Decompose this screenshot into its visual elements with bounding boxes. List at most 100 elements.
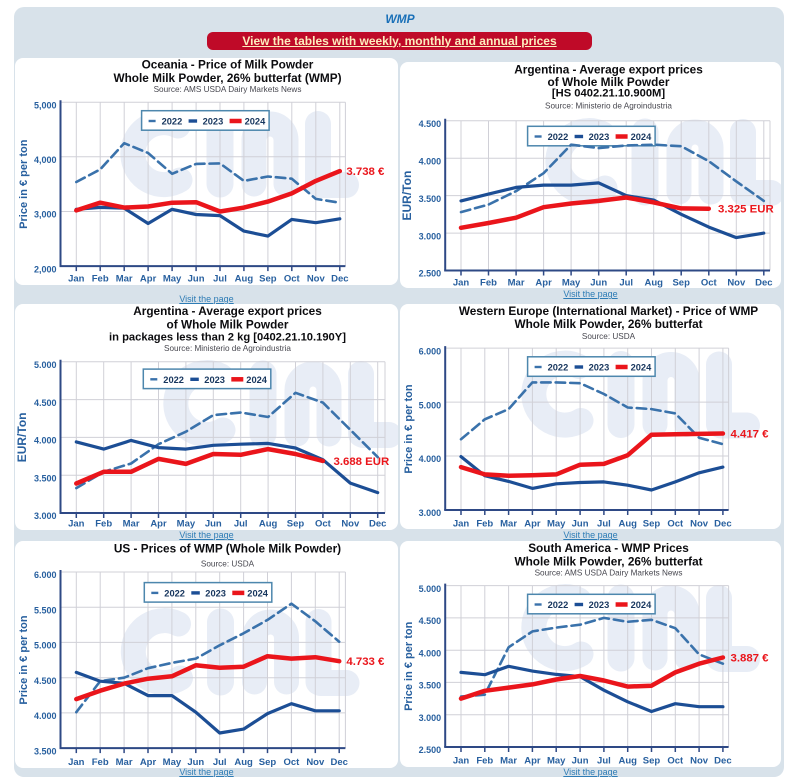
svg-text:Mar: Mar xyxy=(500,756,517,767)
svg-text:6.000: 6.000 xyxy=(419,346,442,356)
svg-text:3.738 €: 3.738 € xyxy=(346,166,385,178)
svg-text:Argentina - Average export pri: Argentina - Average export prices xyxy=(133,304,322,318)
svg-text:Jan: Jan xyxy=(68,756,85,767)
svg-text:South America - WMP Prices: South America - WMP Prices xyxy=(528,541,689,555)
svg-text:Price in € per ton: Price in € per ton xyxy=(18,615,30,705)
svg-text:Sep: Sep xyxy=(259,756,277,767)
svg-text:Nov: Nov xyxy=(690,756,709,767)
svg-text:2022: 2022 xyxy=(162,117,183,127)
svg-text:May: May xyxy=(547,756,566,767)
svg-text:Source: AMS USDA Dairy Markets: Source: AMS USDA Dairy Markets News xyxy=(535,569,683,578)
svg-text:Apr: Apr xyxy=(524,756,541,767)
svg-text:3.500: 3.500 xyxy=(419,194,442,204)
svg-text:3.500: 3.500 xyxy=(419,681,442,691)
svg-text:Jun: Jun xyxy=(205,518,222,529)
svg-text:Dec: Dec xyxy=(369,518,386,529)
svg-text:May: May xyxy=(562,278,581,289)
svg-text:4.500: 4.500 xyxy=(34,675,57,685)
svg-text:3.688 EUR: 3.688 EUR xyxy=(334,456,390,468)
svg-text:2023: 2023 xyxy=(589,132,610,142)
svg-text:Sep: Sep xyxy=(259,274,277,285)
svg-text:[HS 0402.21.10.900M]: [HS 0402.21.10.900M] xyxy=(552,88,665,100)
svg-text:May: May xyxy=(163,756,182,767)
svg-text:Jul: Jul xyxy=(213,756,227,767)
svg-text:4.500: 4.500 xyxy=(419,616,442,626)
svg-text:Feb: Feb xyxy=(92,274,109,285)
svg-text:Nov: Nov xyxy=(306,756,325,767)
svg-text:Oct: Oct xyxy=(283,756,300,767)
svg-text:Mar: Mar xyxy=(116,274,133,285)
svg-text:May: May xyxy=(547,518,566,529)
svg-text:Jun: Jun xyxy=(187,756,204,767)
svg-text:Jan: Jan xyxy=(453,518,470,529)
svg-text:4.500: 4.500 xyxy=(419,119,442,129)
svg-text:3.500: 3.500 xyxy=(34,473,57,483)
svg-text:May: May xyxy=(177,518,196,529)
svg-text:Mar: Mar xyxy=(123,518,140,529)
svg-text:Jul: Jul xyxy=(213,274,227,285)
svg-text:Aug: Aug xyxy=(234,756,253,767)
svg-text:3.325 EUR: 3.325 EUR xyxy=(718,204,774,216)
svg-text:Oct: Oct xyxy=(315,518,332,529)
svg-text:Feb: Feb xyxy=(476,756,493,767)
svg-text:2024: 2024 xyxy=(631,132,653,142)
svg-text:2.500: 2.500 xyxy=(419,269,442,279)
svg-text:5.000: 5.000 xyxy=(419,400,442,410)
svg-text:Sep: Sep xyxy=(643,518,661,529)
svg-text:2023: 2023 xyxy=(205,588,226,598)
svg-text:Oct: Oct xyxy=(667,756,684,767)
svg-text:4.500: 4.500 xyxy=(34,397,57,407)
svg-text:2023: 2023 xyxy=(204,374,225,384)
svg-text:Sep: Sep xyxy=(287,518,305,529)
svg-text:Nov: Nov xyxy=(690,518,709,529)
svg-text:Jan: Jan xyxy=(453,756,470,767)
svg-text:Mar: Mar xyxy=(508,278,525,289)
svg-text:Apr: Apr xyxy=(140,756,157,767)
svg-text:Aug: Aug xyxy=(235,274,254,285)
svg-text:5.000: 5.000 xyxy=(34,360,57,370)
svg-text:Source: USDA: Source: USDA xyxy=(201,559,255,568)
svg-text:Aug: Aug xyxy=(618,518,637,529)
svg-text:Jun: Jun xyxy=(188,274,205,285)
svg-text:3.500: 3.500 xyxy=(34,746,57,756)
svg-text:Apr: Apr xyxy=(535,278,552,289)
svg-text:of Whole Milk Powder: of Whole Milk Powder xyxy=(167,317,289,331)
svg-text:Dec: Dec xyxy=(714,756,731,767)
svg-text:3.000: 3.000 xyxy=(419,508,442,518)
svg-text:Jul: Jul xyxy=(597,518,611,529)
svg-text:in packages less than 2 kg [04: in packages less than 2 kg [0402.21.10.1… xyxy=(109,331,346,343)
svg-text:Sep: Sep xyxy=(672,278,690,289)
svg-text:2022: 2022 xyxy=(548,600,569,610)
svg-text:2023: 2023 xyxy=(203,117,224,127)
svg-text:4.000: 4.000 xyxy=(419,648,442,658)
svg-text:3,000: 3,000 xyxy=(34,210,57,220)
svg-text:Feb: Feb xyxy=(476,518,493,529)
svg-text:Source: Ministerio de Agroindu: Source: Ministerio de Agroindustria xyxy=(545,102,672,111)
svg-text:Price in € per ton: Price in € per ton xyxy=(403,621,415,711)
svg-text:Aug: Aug xyxy=(644,278,663,289)
svg-text:Oceania - Price of Milk Powder: Oceania - Price of Milk Powder xyxy=(142,58,314,71)
svg-text:6.000: 6.000 xyxy=(34,570,57,580)
svg-text:Apr: Apr xyxy=(524,518,541,529)
svg-text:Price in € per ton: Price in € per ton xyxy=(403,384,415,474)
svg-text:Nov: Nov xyxy=(727,278,746,289)
svg-text:2.500: 2.500 xyxy=(419,745,442,755)
svg-text:5.000: 5.000 xyxy=(34,640,57,650)
svg-text:Jul: Jul xyxy=(619,278,633,289)
svg-text:Western Europe (International: Western Europe (International Market) - … xyxy=(459,304,758,318)
svg-text:3.000: 3.000 xyxy=(34,511,57,521)
svg-text:4.000: 4.000 xyxy=(419,454,442,464)
svg-text:Whole Milk Powder, 26% butterf: Whole Milk Powder, 26% butterfat (WMP) xyxy=(113,71,341,85)
svg-text:Mar: Mar xyxy=(116,756,133,767)
svg-text:May: May xyxy=(163,274,182,285)
svg-text:2022: 2022 xyxy=(163,374,184,384)
svg-text:5.500: 5.500 xyxy=(34,605,57,615)
svg-text:3.000: 3.000 xyxy=(419,231,442,241)
svg-text:2,000: 2,000 xyxy=(34,264,57,274)
svg-text:EUR/Ton: EUR/Ton xyxy=(400,171,414,221)
svg-text:of Whole Milk Powder: of Whole Milk Powder xyxy=(548,75,670,89)
svg-text:Sep: Sep xyxy=(643,756,661,767)
svg-text:Mar: Mar xyxy=(500,518,517,529)
svg-text:2024: 2024 xyxy=(247,588,269,598)
svg-text:Oct: Oct xyxy=(667,518,684,529)
